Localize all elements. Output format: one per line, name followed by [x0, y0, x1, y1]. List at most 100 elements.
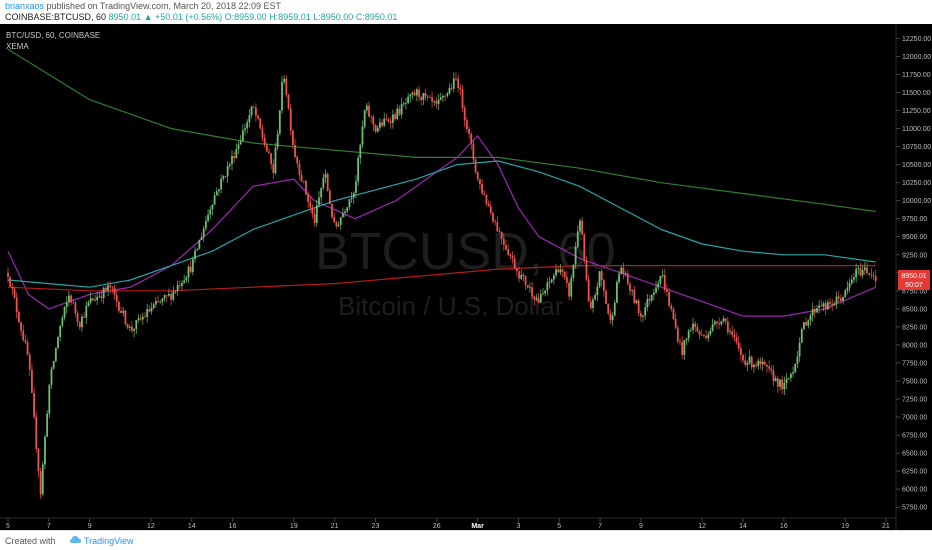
y-tick-label: 10750.00 — [902, 144, 931, 151]
candle-body — [581, 220, 584, 235]
candle-body — [579, 220, 581, 232]
candle-body — [709, 330, 712, 335]
footer: Created with TradingView — [0, 530, 932, 550]
candle-body — [570, 277, 573, 297]
candle-body — [596, 286, 599, 295]
x-tick-label: 21 — [331, 523, 339, 530]
author-link[interactable]: brianxaos — [5, 1, 45, 11]
price-tag: 8950.01 50:07 — [898, 270, 930, 290]
candle-body — [833, 303, 836, 306]
candle-body — [15, 297, 18, 313]
legend-indicator[interactable]: XEMA — [6, 42, 29, 51]
x-tick-label: 5 — [6, 523, 10, 530]
time-axis[interactable]: 5 7 9 12 14 16 19 21 23 26 Mar 3 5 7 9 12 14 16 19 21 — [6, 518, 890, 530]
candle-body — [350, 197, 353, 200]
price-axis[interactable]: 12250.00 12000.00 11750.00 11500.00 11250.00… — [896, 36, 931, 512]
tradingview-link[interactable]: TradingView — [84, 536, 134, 546]
candle-body — [681, 342, 684, 356]
candle-body — [211, 204, 214, 210]
candle-body — [783, 382, 786, 390]
y-tick-label: 10000.00 — [902, 198, 931, 205]
x-tick-label: 14 — [188, 523, 196, 530]
candle-body — [742, 354, 744, 361]
candle-body — [22, 330, 25, 341]
x-tick-label: 19 — [290, 523, 298, 530]
candle-body — [507, 249, 510, 255]
candle-body — [468, 128, 470, 134]
candle-body — [307, 194, 310, 203]
candle-body — [622, 267, 625, 274]
candle-body — [502, 238, 505, 245]
candle-body — [609, 313, 612, 321]
price-tag-box — [898, 270, 930, 290]
candle-body — [737, 342, 740, 349]
candle-body — [807, 320, 810, 326]
tradingview-cloud-icon — [70, 536, 81, 543]
candle-body — [787, 377, 790, 379]
candle-body — [324, 174, 327, 178]
candle-body — [866, 267, 868, 273]
candle-body — [598, 271, 601, 287]
candle-body — [726, 321, 729, 333]
y-tick-label: 8500.00 — [902, 306, 927, 313]
candle-body — [439, 97, 442, 100]
candle-body — [224, 176, 227, 178]
x-tick-label: 9 — [88, 523, 92, 530]
candle-body — [426, 96, 429, 98]
price-chart[interactable]: BTCUSD, 60 Bitcoin / U.S. Dollar 12250.0… — [0, 24, 932, 530]
y-tick-label: 10250.00 — [902, 180, 931, 187]
candle-body — [779, 379, 781, 387]
candle-body — [13, 288, 16, 298]
candle-body — [139, 318, 142, 320]
candle-body — [257, 115, 259, 119]
ohlc-low: L:8950.00 — [313, 12, 354, 22]
candle-body — [374, 124, 377, 132]
candle-body — [248, 115, 251, 123]
candle-body — [411, 92, 414, 95]
candle-body — [652, 292, 655, 295]
candle-body — [100, 296, 103, 299]
candle-body — [522, 274, 525, 277]
candle-body — [722, 318, 725, 322]
candle-body — [387, 119, 390, 122]
candle-body — [365, 105, 368, 111]
candle-body — [642, 315, 644, 317]
candle-body — [318, 197, 320, 206]
candle-body — [207, 214, 209, 222]
y-tick-label: 6500.00 — [902, 451, 927, 458]
candle-body — [524, 276, 527, 286]
candle-body — [33, 392, 35, 417]
candle-body — [378, 122, 381, 128]
candle-body — [185, 277, 188, 281]
candle-body — [672, 309, 675, 319]
candle-body — [413, 92, 416, 96]
candle-body — [761, 361, 764, 365]
candle-body — [635, 300, 638, 304]
y-tick-label: 11250.00 — [902, 108, 931, 115]
x-tick-label: 23 — [372, 523, 380, 530]
candle-body — [402, 103, 405, 105]
candle-body — [335, 222, 338, 227]
y-tick-label: 8000.00 — [902, 342, 927, 349]
chart-area[interactable]: BTCUSD, 60 Bitcoin / U.S. Dollar 12250.0… — [0, 24, 932, 530]
candle-body — [492, 212, 494, 222]
candle-body — [333, 217, 336, 223]
candle-body — [52, 361, 55, 369]
candle-body — [489, 206, 492, 213]
candle-body — [437, 99, 440, 104]
candle-body — [376, 127, 379, 132]
candle-body — [59, 325, 62, 337]
candle-body — [605, 291, 607, 304]
chart-header: brianxaos published on TradingView.com, … — [0, 0, 932, 24]
candle-body — [422, 93, 425, 101]
candle-body — [81, 316, 83, 328]
candle-body — [607, 303, 610, 314]
candle-body — [798, 342, 801, 357]
candle-body — [291, 130, 294, 145]
candle-body — [348, 199, 351, 208]
candle-body — [505, 244, 507, 250]
candle-body — [144, 316, 146, 318]
candle-body — [152, 304, 155, 309]
x-tick-label: 16 — [780, 523, 788, 530]
candle-body — [794, 363, 797, 373]
